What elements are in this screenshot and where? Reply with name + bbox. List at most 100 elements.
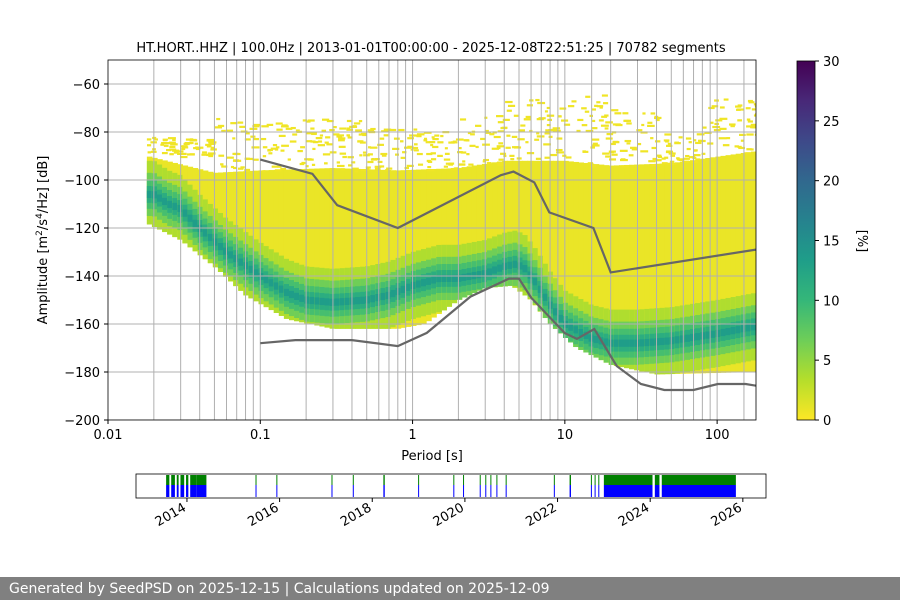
x-tick-label: 10	[557, 428, 574, 443]
sparse-density-cell	[425, 141, 433, 144]
sparse-density-cell	[297, 149, 303, 153]
sparse-density-cell	[651, 146, 657, 150]
sparse-density-cell	[360, 169, 368, 172]
sparse-density-cell	[702, 126, 707, 129]
timeline-year-label: 2020	[431, 500, 467, 530]
sparse-density-cell	[751, 108, 756, 111]
y-axis-label-prefix: Amplitude [m	[36, 236, 51, 325]
density-peak	[339, 298, 346, 306]
density-peak	[354, 297, 361, 305]
sparse-density-cell	[347, 156, 354, 159]
noise-model-lines	[260, 158, 756, 392]
density-peak	[542, 293, 549, 301]
density-peak	[314, 297, 321, 305]
density-peak	[441, 274, 447, 282]
sparse-density-cell	[302, 119, 308, 122]
sparse-density-cell	[565, 156, 572, 159]
sparse-density-cell	[374, 165, 382, 168]
density-peak	[476, 271, 483, 279]
density-peak	[603, 338, 610, 346]
used-interval	[603, 485, 653, 497]
density-band-bg	[370, 169, 376, 329]
density-band-bg	[618, 165, 625, 368]
density-band-bg	[497, 161, 503, 287]
sparse-density-cell	[608, 150, 616, 153]
sparse-density-cell	[462, 160, 466, 163]
sparse-density-cell	[355, 129, 362, 132]
sparse-density-cell	[351, 161, 356, 164]
sparse-density-cell	[546, 106, 551, 110]
sparse-density-cell	[311, 132, 317, 136]
sparse-density-cell	[511, 146, 519, 149]
density-band-bg	[537, 160, 544, 312]
sparse-density-cell	[746, 148, 752, 151]
sparse-density-cell	[452, 140, 457, 143]
density-band-bg	[715, 156, 722, 373]
density-band-bg	[730, 154, 737, 373]
available-interval	[496, 475, 498, 485]
sparse-density-cell	[172, 138, 176, 142]
density-band-bg	[720, 155, 727, 373]
sparse-density-cell	[525, 115, 532, 119]
density-peak	[512, 260, 519, 268]
sparse-density-cell	[546, 123, 551, 127]
density-peak	[750, 323, 756, 331]
sparse-density-cell	[423, 137, 428, 140]
sparse-density-cell	[526, 104, 533, 107]
sparse-density-cell	[534, 138, 540, 141]
sparse-density-cell	[354, 170, 359, 173]
sparse-density-cell	[482, 143, 490, 146]
sparse-density-cell	[552, 129, 561, 132]
sparse-density-cell	[496, 145, 505, 148]
sparse-density-cell	[637, 142, 642, 146]
sparse-density-cell	[737, 104, 743, 107]
sparse-density-cell	[380, 152, 388, 156]
sparse-density-cell	[208, 141, 213, 144]
sparse-density-cell	[359, 141, 366, 144]
sparse-density-cell	[443, 165, 448, 168]
sparse-density-cell	[290, 126, 296, 130]
density-band-bg	[360, 169, 366, 329]
sparse-density-cell	[336, 161, 341, 164]
sparse-density-cell	[324, 162, 328, 165]
density-peak	[618, 339, 625, 347]
sparse-density-cell	[497, 130, 505, 133]
y-axis-label-exp2: 4	[35, 213, 45, 219]
sparse-density-cell	[423, 131, 432, 134]
sparse-density-cell	[426, 159, 431, 163]
plot-frame	[107, 59, 757, 421]
chart-title: HT.HORT..HHZ | 100.0Hz | 2013-01-01T00:0…	[136, 41, 725, 56]
density-peak	[420, 279, 427, 287]
sparse-density-cell	[147, 151, 151, 154]
density-band-bg	[745, 152, 752, 373]
sparse-density-cell	[552, 127, 561, 130]
sparse-density-cell	[154, 138, 158, 141]
sparse-density-cell	[357, 140, 364, 143]
sparse-density-cell	[427, 165, 432, 169]
sparse-density-cell	[358, 119, 363, 123]
sparse-density-cell	[188, 141, 194, 145]
sparse-density-cell	[214, 126, 223, 129]
density-band-bg	[558, 160, 564, 334]
density-peak	[659, 337, 666, 346]
sparse-density-cell	[738, 146, 745, 150]
sparse-density-cell	[369, 146, 378, 149]
density-peak	[283, 288, 290, 297]
sparse-density-cell	[186, 153, 195, 156]
used-interval	[463, 485, 465, 497]
sparse-density-cell	[377, 143, 384, 146]
used-interval	[590, 485, 592, 497]
sparse-density-cell	[426, 152, 433, 156]
sparse-density-cell	[163, 142, 172, 145]
sparse-density-cell	[712, 125, 721, 129]
sparse-density-cell	[736, 108, 744, 111]
sparse-density-cell	[206, 139, 215, 142]
density-band-bg	[690, 160, 696, 374]
sparse-density-cell	[300, 146, 306, 149]
sparse-density-cell	[656, 154, 662, 157]
sparse-density-cell	[475, 124, 482, 127]
sparse-density-cell	[353, 122, 361, 125]
density-band-bg	[573, 161, 579, 348]
sparse-density-cell	[651, 164, 658, 167]
sparse-density-cell	[252, 125, 260, 128]
